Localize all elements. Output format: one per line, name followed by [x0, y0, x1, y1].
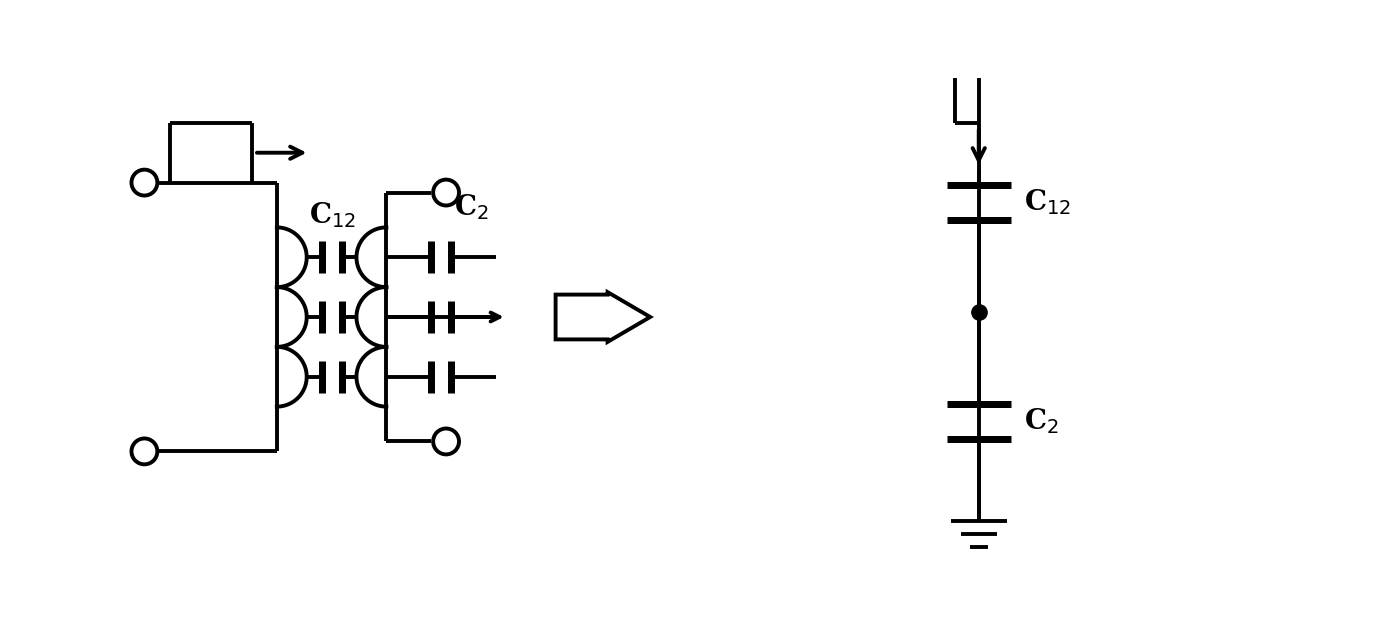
Text: C$_2$: C$_2$ — [1023, 406, 1058, 437]
Text: C$_2$: C$_2$ — [454, 193, 489, 222]
Text: C$_{12}$: C$_{12}$ — [1023, 188, 1070, 217]
Polygon shape — [555, 292, 650, 342]
Text: C$_{12}$: C$_{12}$ — [309, 200, 356, 230]
